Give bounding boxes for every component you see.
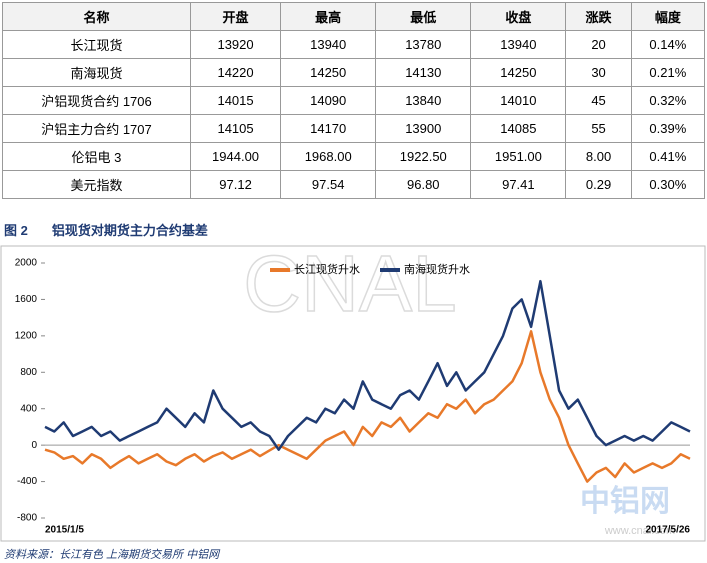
figure-caption: 图 2 铝现货对期货主力合约基差 (4, 220, 232, 239)
header-cell: 开盘 (189, 2, 282, 31)
table-cell: 0.32% (630, 86, 706, 115)
table-cell: 8.00 (565, 142, 632, 171)
table-cell: 97.41 (470, 170, 567, 199)
y-tick-label: 2000 (15, 258, 38, 269)
y-tick-label: 800 (20, 367, 37, 378)
table-body: 长江现货 13920 13940 13780 13940 20 0.14% 南海现货 14220… (2, 30, 706, 199)
table-cell: 0.21% (630, 58, 706, 87)
table-cell: 14250 (470, 58, 567, 87)
table-cell: 13780 (375, 30, 472, 59)
table-cell: 伦铝电 3 (2, 142, 191, 171)
y-tick-label: 400 (20, 403, 37, 414)
table-cell: 20 (565, 30, 632, 59)
table-cell: 13940 (280, 30, 377, 59)
y-tick-label: -400 (17, 476, 37, 487)
table-cell: 0.29 (565, 170, 632, 199)
watermark: www.cnal.com (604, 525, 675, 537)
x-tick-label: 2015/1/5 (45, 525, 84, 536)
table-cell: 1944.00 (189, 142, 282, 171)
caption-text: 铝现货对期货主力合约基差 (51, 223, 208, 238)
table-row: 伦铝电 3 1944.00 1968.00 1922.50 1951.00 8.00 0.4… (2, 142, 706, 171)
table-cell: 14220 (189, 58, 282, 87)
header-cell: 涨跌 (565, 2, 632, 31)
legend-label: 长江现货升水 (294, 262, 360, 276)
y-tick-label: 0 (31, 440, 37, 451)
table-cell: 14170 (280, 114, 377, 143)
table-cell: 97.12 (189, 170, 282, 199)
y-tick-label: 1200 (15, 330, 38, 341)
y-tick-label: -800 (17, 513, 37, 524)
table-cell: 14085 (470, 114, 567, 143)
table-cell: 沪铝现货合约 1706 (2, 86, 191, 115)
table-cell: 14015 (189, 86, 282, 115)
table-row: 美元指数 97.12 97.54 96.80 97.41 0.29 0.30% (2, 170, 706, 199)
table-row: 长江现货 13920 13940 13780 13940 20 0.14% (2, 30, 706, 59)
table-cell: 1951.00 (470, 142, 567, 171)
table-cell: 13840 (375, 86, 472, 115)
table-cell: 南海现货 (2, 58, 191, 87)
table-cell: 45 (565, 86, 632, 115)
header-cell: 最低 (375, 2, 472, 31)
series-line (44, 279, 691, 451)
header-cell: 最高 (280, 2, 377, 31)
table-cell: 14130 (375, 58, 472, 87)
watermark: 中铝网 (580, 485, 670, 518)
quote-table: 名称 开盘 最高 最低 收盘 涨跌 幅度 长江现货 13920 13940 13780 13940 20… (2, 2, 706, 199)
table-cell: 97.54 (280, 170, 377, 199)
table-cell: 长江现货 (2, 30, 191, 59)
table-cell: 13920 (189, 30, 282, 59)
table-cell: 沪铝主力合约 1707 (2, 114, 191, 143)
table-cell: 96.80 (375, 170, 472, 199)
table-cell: 55 (565, 114, 632, 143)
table-row: 沪铝现货合约 1706 14015 14090 13840 14010 45 0.32% (2, 86, 706, 115)
watermark: CNAL (243, 245, 456, 328)
table-cell: 13900 (375, 114, 472, 143)
chart: CNAL 中铝网 www.cnal.com -800 -400 0 400 800 1200 16… (0, 245, 706, 542)
table-row: 南海现货 14220 14250 14130 14250 30 0.21% (2, 58, 706, 87)
table-cell: 1968.00 (280, 142, 377, 171)
table-cell: 14105 (189, 114, 282, 143)
table-row: 沪铝主力合约 1707 14105 14170 13900 14085 55 0.39% (2, 114, 706, 143)
table-cell: 美元指数 (2, 170, 191, 199)
x-tick-label: 2017/5/26 (646, 525, 691, 536)
header-row: 名称 开盘 最高 最低 收盘 涨跌 幅度 (2, 2, 706, 31)
header-cell: 收盘 (470, 2, 567, 31)
header-cell: 名称 (2, 2, 191, 31)
table-cell: 0.30% (630, 170, 706, 199)
figure-label: 图 2 (4, 223, 28, 238)
table-cell: 1922.50 (375, 142, 472, 171)
table-cell: 0.14% (630, 30, 706, 59)
table-cell: 0.41% (630, 142, 706, 171)
chart-frame (0, 245, 706, 542)
table-cell: 14010 (470, 86, 567, 115)
table-cell: 0.39% (630, 114, 706, 143)
source: 资料来源：长江有色 上海期货交易所 中铝网 (4, 549, 220, 561)
table-cell: 14250 (280, 58, 377, 87)
series-line (44, 330, 691, 483)
header-cell: 幅度 (630, 2, 706, 31)
table-cell: 30 (565, 58, 632, 87)
legend-label: 南海现货升水 (404, 262, 470, 276)
table-cell: 13940 (470, 30, 567, 59)
table-cell: 14090 (280, 86, 377, 115)
y-tick-label: 1600 (15, 294, 38, 305)
